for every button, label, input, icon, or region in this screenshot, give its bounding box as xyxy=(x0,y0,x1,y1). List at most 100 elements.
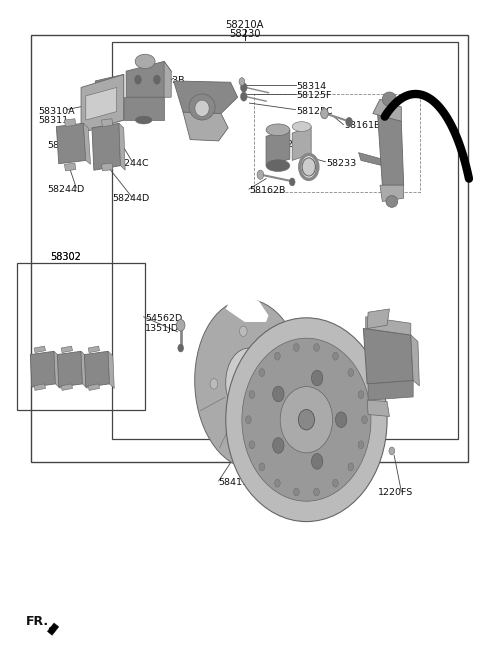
Text: FR.: FR. xyxy=(25,615,48,628)
Polygon shape xyxy=(61,384,72,390)
Polygon shape xyxy=(64,119,76,127)
Polygon shape xyxy=(81,74,124,133)
Text: 58244: 58244 xyxy=(223,324,253,333)
Circle shape xyxy=(361,416,367,424)
Polygon shape xyxy=(101,163,113,171)
Circle shape xyxy=(273,386,284,402)
Polygon shape xyxy=(368,380,413,400)
Polygon shape xyxy=(359,152,383,166)
Polygon shape xyxy=(119,124,125,170)
Polygon shape xyxy=(378,114,404,185)
Circle shape xyxy=(249,441,255,449)
Circle shape xyxy=(348,369,354,376)
Circle shape xyxy=(358,441,364,449)
Text: 58161B: 58161B xyxy=(344,122,381,130)
Text: 58244C: 58244C xyxy=(47,141,84,150)
Text: 54562D: 54562D xyxy=(145,314,182,323)
Polygon shape xyxy=(380,185,404,202)
Polygon shape xyxy=(86,87,117,120)
Polygon shape xyxy=(54,351,60,388)
Circle shape xyxy=(275,480,280,487)
Circle shape xyxy=(389,447,395,455)
Polygon shape xyxy=(101,119,113,127)
Text: 58244D: 58244D xyxy=(47,185,84,194)
Circle shape xyxy=(257,170,264,179)
Text: 58310A: 58310A xyxy=(38,107,75,116)
Ellipse shape xyxy=(189,94,215,120)
Ellipse shape xyxy=(292,122,311,131)
Circle shape xyxy=(313,344,319,351)
Polygon shape xyxy=(363,328,413,384)
Text: 58244D: 58244D xyxy=(112,194,149,203)
Text: 1220FS: 1220FS xyxy=(378,488,413,497)
Circle shape xyxy=(279,397,287,407)
Circle shape xyxy=(346,118,352,127)
Ellipse shape xyxy=(299,409,314,430)
Ellipse shape xyxy=(280,386,333,453)
Circle shape xyxy=(313,488,319,496)
Polygon shape xyxy=(84,124,91,164)
Circle shape xyxy=(249,391,255,399)
Circle shape xyxy=(239,78,245,85)
Circle shape xyxy=(279,361,287,371)
Polygon shape xyxy=(108,351,114,388)
Polygon shape xyxy=(88,384,99,390)
Text: 58302: 58302 xyxy=(50,252,81,261)
Circle shape xyxy=(210,378,218,389)
Ellipse shape xyxy=(195,100,209,116)
Ellipse shape xyxy=(195,300,304,468)
Text: 58125F: 58125F xyxy=(296,91,331,101)
Polygon shape xyxy=(64,163,76,171)
Polygon shape xyxy=(34,384,46,390)
Polygon shape xyxy=(411,335,420,386)
Ellipse shape xyxy=(266,124,290,136)
Circle shape xyxy=(312,370,323,386)
Polygon shape xyxy=(88,346,99,353)
Ellipse shape xyxy=(135,55,155,68)
Polygon shape xyxy=(164,61,171,97)
Circle shape xyxy=(273,438,284,453)
Circle shape xyxy=(293,344,299,351)
Polygon shape xyxy=(30,351,56,387)
Polygon shape xyxy=(367,309,389,328)
Text: 58243A: 58243A xyxy=(223,314,260,323)
Circle shape xyxy=(333,480,338,487)
Bar xyxy=(17,263,145,410)
Ellipse shape xyxy=(386,196,398,208)
Text: 58411B: 58411B xyxy=(219,478,255,487)
Polygon shape xyxy=(367,400,389,417)
Circle shape xyxy=(358,391,364,399)
Circle shape xyxy=(275,352,280,360)
Bar xyxy=(112,42,458,440)
Circle shape xyxy=(348,463,354,471)
Circle shape xyxy=(321,108,328,119)
Ellipse shape xyxy=(226,318,387,522)
Circle shape xyxy=(245,416,251,424)
Text: 58311: 58311 xyxy=(38,116,69,125)
Circle shape xyxy=(293,488,299,496)
Ellipse shape xyxy=(266,160,290,171)
Text: 58314: 58314 xyxy=(296,82,326,91)
Circle shape xyxy=(333,352,338,360)
Circle shape xyxy=(336,412,347,428)
Polygon shape xyxy=(126,61,171,97)
Circle shape xyxy=(289,178,295,186)
Text: 58230: 58230 xyxy=(229,29,261,39)
Polygon shape xyxy=(174,81,238,114)
Polygon shape xyxy=(266,130,290,166)
Polygon shape xyxy=(226,297,268,322)
Polygon shape xyxy=(292,127,311,160)
Polygon shape xyxy=(96,74,124,127)
Circle shape xyxy=(240,326,247,336)
Polygon shape xyxy=(366,317,411,335)
Ellipse shape xyxy=(226,348,273,420)
Text: 58302: 58302 xyxy=(50,252,81,261)
Bar xyxy=(31,35,468,462)
Circle shape xyxy=(135,75,141,84)
Circle shape xyxy=(177,319,185,331)
Circle shape xyxy=(154,75,160,84)
Ellipse shape xyxy=(242,338,371,501)
Polygon shape xyxy=(124,97,164,120)
Polygon shape xyxy=(92,124,120,170)
Circle shape xyxy=(240,92,247,101)
